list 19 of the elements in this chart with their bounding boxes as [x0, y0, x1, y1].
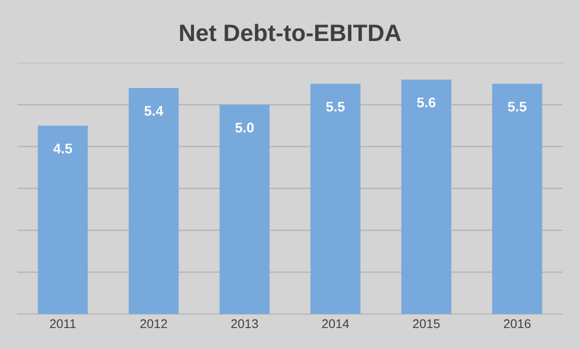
- data-label: 5.0: [235, 122, 254, 133]
- bar: [128, 88, 179, 314]
- bar: [401, 80, 452, 314]
- data-label: 5.4: [144, 106, 164, 116]
- chart-title: Net Debt-to-EBITDA: [180, 24, 401, 42]
- x-tick-label: 2012: [140, 319, 167, 328]
- data-label: 5.5: [508, 102, 526, 112]
- data-label: 4.5: [53, 144, 72, 154]
- bar: [492, 84, 542, 314]
- x-tick-label: 2015: [413, 319, 440, 328]
- x-tick-label: 2014: [322, 319, 349, 328]
- bar: [38, 126, 88, 314]
- bar: [310, 84, 360, 314]
- bar: [220, 104, 270, 314]
- x-tick-label: 2013: [231, 319, 258, 328]
- data-label: 5.6: [417, 98, 436, 108]
- data-label: 5.5: [326, 102, 345, 112]
- x-tick-label: 2011: [50, 319, 76, 328]
- x-tick-label: 2016: [504, 319, 531, 328]
